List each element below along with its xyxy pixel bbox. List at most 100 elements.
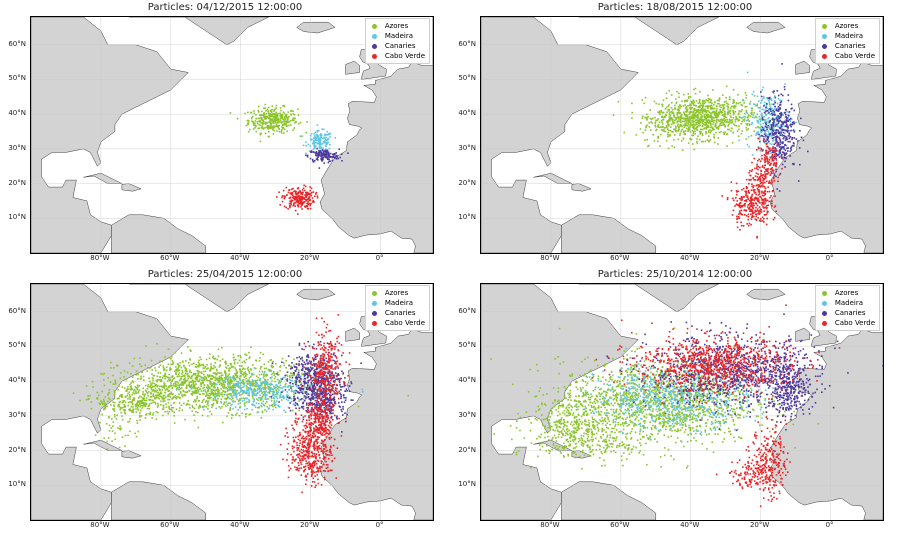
legend-item: Cabo Verde <box>370 318 425 328</box>
particle-layer <box>229 103 349 215</box>
land-mass <box>345 327 360 342</box>
land-mass <box>746 288 786 301</box>
legend-label: Cabo Verde <box>834 52 875 60</box>
lon-tick-label: 20°W <box>299 521 320 529</box>
lat-tick-label: 60°N <box>458 39 476 48</box>
legend-item: Canaries <box>370 41 425 51</box>
panel-title: Particles: 04/12/2015 12:00:00 <box>147 2 303 13</box>
land-mass <box>571 183 592 192</box>
map-canvas <box>31 17 433 253</box>
legend-item: Canaries <box>820 41 875 51</box>
lat-tick-label: 40°N <box>458 376 476 385</box>
particle-layer <box>612 63 809 239</box>
lon-tick-label: 40°W <box>680 254 700 262</box>
lat-tick-label: 10°N <box>458 213 476 222</box>
lon-tick-label: 20°W <box>749 254 770 262</box>
legend-item: Madeira <box>370 31 425 41</box>
map-canvas <box>481 284 883 520</box>
legend-marker-icon <box>371 310 377 316</box>
lat-tick-label: 50°N <box>8 341 26 350</box>
map-panel-top-right: Particles: 18/08/2015 12:00:00 60°N 50°N 4… <box>450 0 900 267</box>
lon-tick-label: 80°W <box>540 254 560 262</box>
legend-label: Canaries <box>834 42 866 50</box>
land-mass <box>121 183 142 192</box>
lon-tick-label: 0° <box>375 254 384 262</box>
legend-marker-icon <box>371 300 377 306</box>
lon-tick-label: 60°W <box>160 521 180 529</box>
lat-tick-label: 30°N <box>458 143 476 152</box>
map-canvas <box>31 284 433 520</box>
lon-tick-label: 40°W <box>230 521 250 529</box>
lon-tick-label: 0° <box>825 521 834 529</box>
legend-label: Azores <box>834 22 859 30</box>
lon-tick-label: 0° <box>825 254 834 262</box>
legend-item: Madeira <box>820 31 875 41</box>
legend-label: Canaries <box>834 309 866 317</box>
legend-marker-icon <box>821 310 827 316</box>
legend-label: Madeira <box>384 299 414 307</box>
legend-marker-icon <box>371 43 377 49</box>
lon-tick-label: 80°W <box>540 521 560 529</box>
particle-layer <box>490 304 883 507</box>
panel-title: Particles: 18/08/2015 12:00:00 <box>597 2 753 13</box>
land-mass <box>121 450 142 459</box>
land-mass <box>795 60 810 75</box>
land-mass <box>561 481 657 520</box>
legend-label: Madeira <box>384 32 414 40</box>
lat-tick-label: 30°N <box>8 410 26 419</box>
lon-tick-label: 60°W <box>610 254 630 262</box>
legend-label: Azores <box>384 22 409 30</box>
legend-label: Cabo Verde <box>834 319 875 327</box>
map-panel-bottom-right: Particles: 25/10/2014 12:00:00 60°N 50°N 4… <box>450 267 900 534</box>
particle-layer <box>72 314 409 494</box>
land-mass <box>481 17 639 253</box>
panel-title: Particles: 25/04/2015 12:00:00 <box>147 269 303 280</box>
map-panel-bottom-left: Particles: 25/04/2015 12:00:00 60°N 50°N 4… <box>0 267 450 534</box>
legend-marker-icon <box>371 33 377 39</box>
legend-marker-icon <box>371 53 377 59</box>
lat-tick-label: 20°N <box>458 445 476 454</box>
lon-tick-label: 80°W <box>90 521 110 529</box>
legend-item: Canaries <box>820 308 875 318</box>
land-mass <box>296 288 336 301</box>
lon-tick-label: 60°W <box>160 254 180 262</box>
legend-marker-icon <box>821 53 827 59</box>
lat-tick-label: 60°N <box>8 306 26 315</box>
legend: Azores Madeira Canaries Cabo Verde <box>364 285 430 331</box>
land-mass <box>111 481 207 520</box>
lon-tick-label: 20°W <box>749 521 770 529</box>
legend-marker-icon <box>371 290 377 296</box>
land-mass <box>345 60 360 75</box>
lon-tick-label: 80°W <box>90 254 110 262</box>
legend-label: Azores <box>834 289 859 297</box>
legend-marker-icon <box>821 290 827 296</box>
lat-tick-label: 10°N <box>458 480 476 489</box>
lon-tick-label: 40°W <box>230 254 250 262</box>
legend-item: Cabo Verde <box>370 51 425 61</box>
map-area <box>480 16 884 254</box>
legend-item: Cabo Verde <box>820 51 875 61</box>
land-mass <box>83 439 123 451</box>
lat-tick-label: 40°N <box>8 376 26 385</box>
legend-marker-icon <box>371 23 377 29</box>
legend-item: Azores <box>370 21 425 31</box>
legend-item: Madeira <box>820 298 875 308</box>
land-mass <box>561 214 657 253</box>
lat-tick-label: 10°N <box>8 213 26 222</box>
legend-marker-icon <box>821 23 827 29</box>
land-mass <box>746 21 786 34</box>
lat-tick-label: 50°N <box>458 341 476 350</box>
land-mass <box>31 17 189 253</box>
legend-label: Canaries <box>384 42 416 50</box>
land-mass <box>481 284 639 520</box>
legend-label: Azores <box>384 289 409 297</box>
legend-item: Cabo Verde <box>820 318 875 328</box>
land-mass <box>128 17 269 46</box>
legend-marker-icon <box>821 43 827 49</box>
map-panel-top-left: Particles: 04/12/2015 12:00:00 60°N 50°N 4… <box>0 0 450 267</box>
lat-tick-label: 10°N <box>8 480 26 489</box>
lat-tick-label: 30°N <box>8 143 26 152</box>
land-mass <box>795 327 810 342</box>
land-mass <box>578 284 719 313</box>
land-mass <box>111 214 207 253</box>
